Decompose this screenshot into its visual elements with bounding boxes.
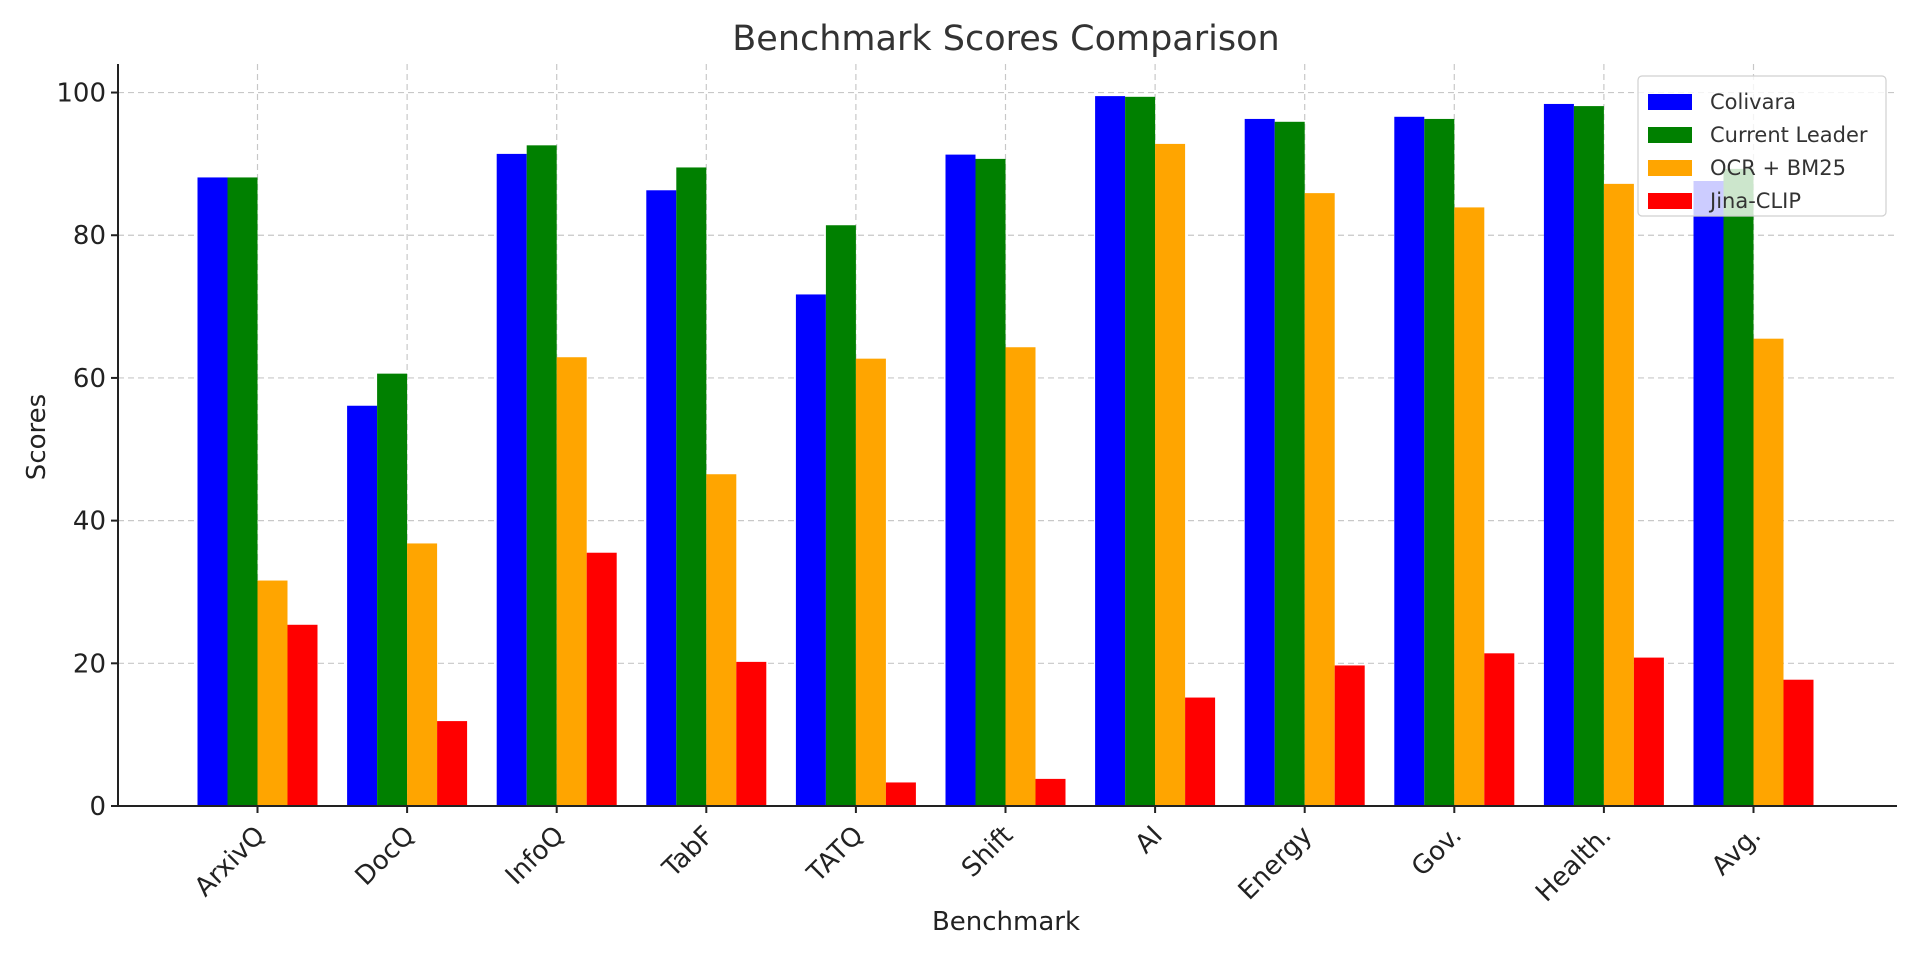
bar: OCR + BM25 - InfoQ: 62.9: [556, 357, 587, 806]
bar: Jina-CLIP - TabF: 20.2: [736, 661, 767, 806]
bar: Colivara - Gov.: 96.6: [1394, 116, 1425, 807]
y-tick-label: 100: [56, 79, 106, 109]
bar: Colivara - DocQ: 56.1: [347, 405, 378, 806]
x-tick-label: AI: [1130, 820, 1169, 859]
bar: Colivara - AI: 99.5: [1095, 96, 1126, 806]
bar: OCR + BM25 - Health.: 87.2: [1603, 183, 1634, 806]
bar: OCR + BM25 - Energy: 85.9: [1304, 193, 1335, 806]
x-tick-label: Avg.: [1706, 820, 1767, 881]
bar: Jina-CLIP - TATQ: 3.3: [885, 782, 916, 806]
bar: OCR + BM25 - AI: 92.8: [1155, 143, 1186, 806]
bar: Current Leader - Avg.: 89.3: [1723, 168, 1754, 806]
legend-label: Current Leader: [1710, 123, 1868, 147]
y-tick-label: 40: [73, 507, 106, 537]
bar: Colivara - TabF: 86.3: [646, 190, 677, 806]
x-tick-label: ArxivQ: [189, 820, 271, 902]
legend-swatch: [1648, 160, 1692, 176]
x-axis-label: Benchmark: [932, 907, 1080, 937]
y-tick-label: 80: [73, 221, 106, 251]
x-tick-label: InfoQ: [500, 820, 570, 890]
y-tick-label: 60: [73, 364, 106, 394]
bar: OCR + BM25 - TATQ: 62.7: [855, 358, 886, 806]
y-tick-label: 0: [89, 792, 106, 822]
x-tick-label: Energy: [1233, 820, 1319, 906]
bar: Jina-CLIP - InfoQ: 35.5: [586, 552, 617, 806]
legend-swatch: [1648, 127, 1692, 143]
legend-swatch: [1648, 94, 1692, 110]
bar: OCR + BM25 - Avg.: 65.5: [1753, 338, 1784, 806]
bar: Colivara - Health.: 98.4: [1543, 103, 1574, 806]
bar: Jina-CLIP - ArxivQ: 25.4: [287, 624, 318, 806]
legend-label: Colivara: [1710, 90, 1796, 114]
x-tick-label: TATQ: [801, 820, 870, 889]
bar: Jina-CLIP - Gov.: 21.4: [1484, 653, 1515, 806]
legend-swatch: [1648, 193, 1692, 209]
bars: Colivara - ArxivQ: 88.1 Colivara - DocQ: …: [197, 96, 1814, 807]
legend: Colivara Current Leader OCR + BM25 Jina-CLI…: [1637, 75, 1887, 217]
bar: Current Leader - Energy: 95.9: [1274, 121, 1305, 806]
bar: Current Leader - AI: 99.4: [1125, 96, 1156, 807]
y-axis-label: Scores: [22, 394, 52, 480]
bar: Current Leader - ArxivQ: 88.1: [227, 177, 258, 807]
bar: Jina-CLIP - Energy: 19.7: [1334, 665, 1365, 806]
bar: OCR + BM25 - Shift: 64.3: [1005, 347, 1036, 806]
bar: Current Leader - InfoQ: 92.6: [526, 145, 557, 807]
bar: Jina-CLIP - AI: 15.2: [1185, 697, 1216, 806]
axes: [117, 64, 1897, 807]
legend-label: Jina-CLIP: [1708, 189, 1801, 213]
x-tick-label: Shift: [956, 820, 1019, 883]
legend-label: OCR + BM25: [1710, 156, 1846, 180]
x-tick-label: TabF: [656, 820, 720, 884]
bar: OCR + BM25 - Gov.: 83.9: [1454, 207, 1485, 806]
bar: OCR + BM25 - DocQ: 36.8: [407, 543, 438, 806]
bar: Colivara - InfoQ: 91.4: [496, 153, 527, 807]
chart-title: Benchmark Scores Comparison: [732, 19, 1279, 59]
bar: Jina-CLIP - Shift: 3.8: [1035, 778, 1066, 806]
bar: Jina-CLIP - DocQ: 11.9: [437, 721, 468, 806]
bar: Colivara - ArxivQ: 88.1: [197, 177, 228, 807]
legend-box: [1637, 75, 1887, 217]
bar: Current Leader - Shift: 90.7: [975, 158, 1006, 806]
bar: Colivara - TATQ: 71.7: [795, 294, 826, 806]
bar: Colivara - Shift: 91.3: [945, 154, 976, 806]
bar: Current Leader - Gov.: 96.3: [1424, 118, 1455, 807]
bar: Colivara - Energy: 96.3: [1244, 118, 1275, 807]
bar: OCR + BM25 - TabF: 46.5: [706, 474, 737, 806]
bar: Colivara - Avg.: 87.6: [1693, 181, 1724, 806]
bar: Current Leader - DocQ: 60.6: [377, 373, 408, 806]
bar: Current Leader - Health.: 98.1: [1573, 106, 1604, 806]
bar: Current Leader - TabF: 89.5: [676, 167, 707, 807]
bar: Current Leader - TATQ: 81.4: [825, 225, 856, 806]
x-tick-label: Health.: [1530, 820, 1617, 907]
bar: Jina-CLIP - Health.: 20.8: [1633, 657, 1664, 806]
y-tick-label: 20: [73, 649, 106, 679]
x-tick-label: Gov.: [1406, 820, 1468, 882]
bar: Jina-CLIP - Avg.: 17.7: [1783, 679, 1814, 806]
bar: OCR + BM25 - ArxivQ: 31.6: [257, 580, 288, 806]
x-tick-label: DocQ: [350, 820, 421, 891]
